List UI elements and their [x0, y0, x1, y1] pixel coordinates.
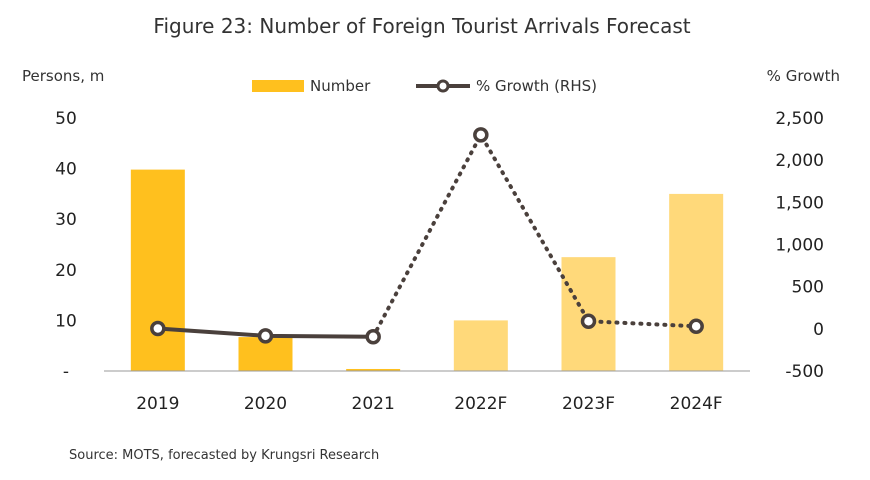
legend: Number % Growth (RHS) — [252, 77, 597, 95]
right-axis-ticks: -500 0 500 1,000 1,500 2,000 2,500 — [775, 109, 824, 382]
x-tick-label: 2019 — [136, 394, 179, 414]
left-axis-label: Persons, m — [22, 67, 104, 85]
left-tick-label: 10 — [55, 311, 77, 331]
right-tick-label: 1,500 — [775, 193, 824, 213]
right-tick-label: 1,000 — [775, 236, 824, 256]
left-tick-label: 30 — [55, 210, 77, 230]
bar-2021 — [346, 368, 401, 371]
x-tick-label: 2023F — [562, 394, 615, 414]
left-tick-label: 50 — [55, 109, 77, 129]
source-note: Source: MOTS, forecasted by Krungsri Res… — [69, 448, 379, 463]
legend-swatch-growth-marker — [436, 79, 450, 93]
right-tick-label: 0 — [813, 320, 824, 340]
x-tick-label: 2021 — [352, 394, 395, 414]
x-tick-label: 2020 — [244, 394, 287, 414]
growth-line-forecast — [371, 130, 699, 339]
x-tick-label: 2022F — [454, 394, 507, 414]
left-tick-label: 40 — [55, 160, 77, 180]
growth-point-2022f — [473, 127, 489, 143]
legend-label-number: Number — [310, 77, 371, 95]
growth-point-2024f — [688, 318, 704, 335]
x-axis-ticks: 2019 2020 2021 2022F 2023F 2024F — [136, 394, 722, 414]
right-tick-label: 2,500 — [775, 109, 824, 129]
legend-swatch-number — [252, 80, 304, 92]
line-series-growth — [150, 127, 704, 345]
bar-series-number — [130, 169, 724, 371]
bar-2022f — [453, 320, 508, 371]
bar-2019 — [130, 169, 185, 371]
x-tick-label: 2024F — [670, 394, 723, 414]
left-tick-label: 20 — [55, 261, 77, 281]
growth-point-2020 — [257, 328, 274, 344]
growth-point-2019 — [150, 320, 166, 337]
chart-title: Figure 23: Number of Foreign Tourist Arr… — [153, 14, 690, 38]
growth-point-2023f — [580, 313, 597, 329]
right-tick-label: 2,000 — [775, 151, 824, 171]
growth-point-2021 — [365, 329, 381, 345]
bar-2024f — [669, 193, 724, 371]
legend-label-growth: % Growth (RHS) — [476, 77, 597, 95]
right-axis-label: % Growth — [767, 67, 840, 85]
left-axis-ticks: - 10 20 30 40 50 — [55, 109, 77, 382]
left-tick-label: - — [63, 362, 69, 382]
right-tick-label: 500 — [792, 278, 824, 298]
right-tick-label: -500 — [785, 362, 824, 382]
